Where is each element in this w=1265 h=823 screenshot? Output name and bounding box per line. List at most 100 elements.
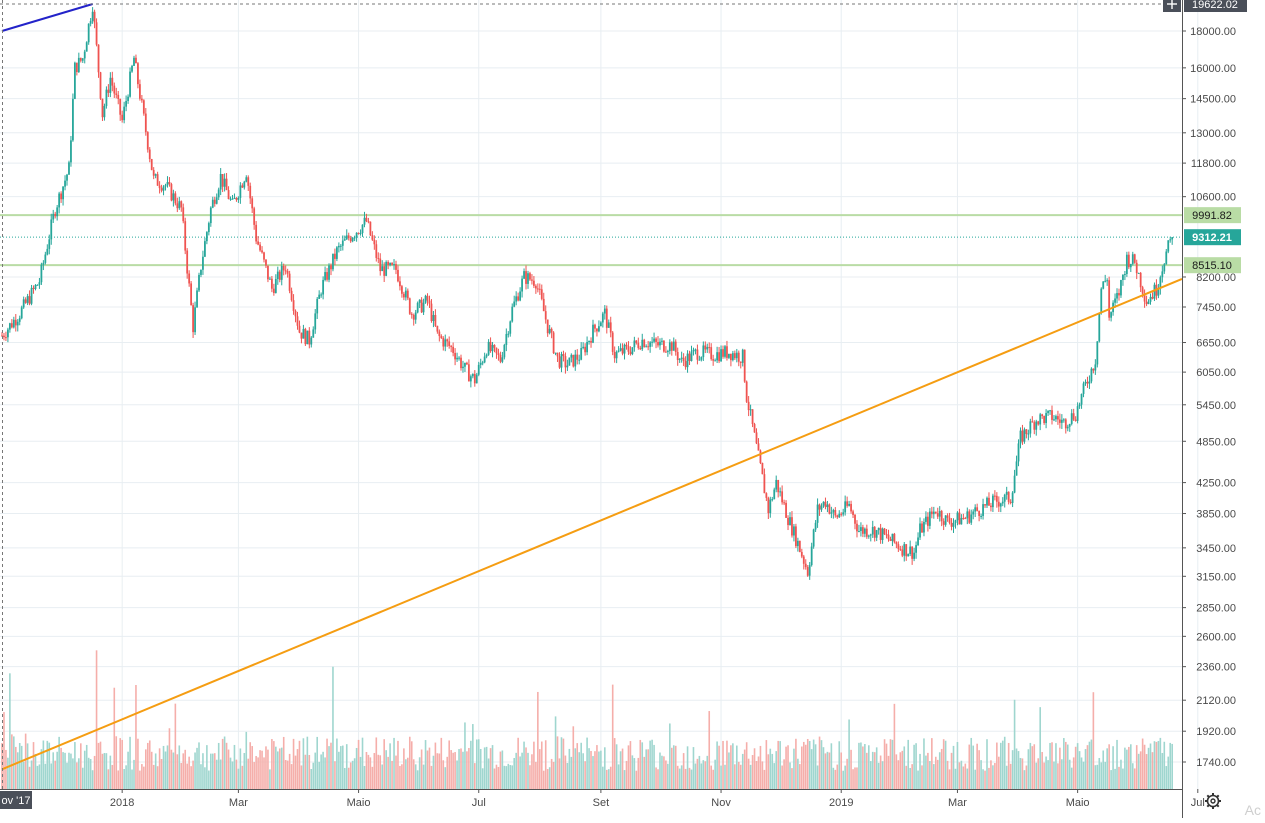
- settings-button[interactable]: [1205, 793, 1221, 809]
- volume-bar: [105, 753, 108, 789]
- volume-bar: [62, 752, 64, 789]
- volume-bar: [296, 749, 299, 789]
- candle-body: [1161, 271, 1164, 278]
- volume-bar: [194, 752, 196, 789]
- volume-bar: [178, 745, 181, 789]
- volume-bar: [397, 740, 399, 789]
- candle-body: [156, 174, 159, 186]
- candle-body: [247, 177, 250, 186]
- candle-body: [345, 235, 348, 240]
- volume-bar: [1151, 752, 1154, 789]
- candle-body: [282, 265, 285, 271]
- volume-bar: [507, 763, 510, 789]
- volume-bar: [95, 650, 98, 789]
- candle-body: [410, 313, 413, 315]
- candle-body: [631, 347, 634, 355]
- trendlines[interactable]: [1, 3, 1183, 771]
- candle-body: [627, 346, 630, 352]
- volume-bar: [326, 738, 328, 789]
- volume-bar: [665, 760, 667, 789]
- candle-body: [767, 497, 770, 514]
- volume-bar: [1001, 740, 1004, 789]
- volume-bar: [497, 766, 500, 789]
- candle-body: [1025, 429, 1028, 435]
- volume-bar: [730, 745, 732, 789]
- volume-bar: [659, 752, 661, 789]
- volume-bar: [653, 744, 655, 789]
- volume-bar: [442, 760, 445, 789]
- candle-body: [550, 328, 553, 333]
- candle-body: [391, 262, 393, 265]
- candle-body: [674, 341, 677, 353]
- candle-body: [1114, 298, 1116, 303]
- volume-bar: [227, 749, 230, 789]
- volume-bar: [686, 746, 689, 789]
- candle-body: [148, 149, 151, 160]
- volume-bar: [101, 753, 104, 789]
- candle-body: [182, 207, 185, 222]
- volume-bar: [143, 766, 145, 789]
- volume-bar: [420, 749, 423, 789]
- trendline: [1, 3, 93, 32]
- volume-bar: [558, 758, 561, 789]
- candle-body: [272, 288, 275, 294]
- volume-bar: [720, 765, 722, 789]
- candle-body: [32, 287, 35, 289]
- volume-bar: [533, 741, 535, 789]
- candle-body: [536, 288, 539, 290]
- candle-body: [720, 349, 722, 362]
- volume-bar: [113, 687, 116, 789]
- volume-bar: [277, 751, 279, 789]
- candle-body: [538, 288, 541, 290]
- candle-body: [44, 254, 47, 263]
- volume-bar: [129, 736, 131, 789]
- candle-body: [1003, 494, 1006, 502]
- volume-bar: [483, 747, 486, 789]
- candle-body: [270, 278, 273, 289]
- candle-body: [810, 546, 813, 566]
- gear-icon[interactable]: [1205, 793, 1221, 809]
- candle-body: [733, 353, 736, 359]
- volume-bar: [826, 751, 829, 789]
- volume-bar: [257, 757, 259, 789]
- candle-body: [578, 359, 581, 361]
- candle-body: [448, 341, 451, 347]
- candle-body: [330, 265, 332, 270]
- volume-bar: [58, 736, 60, 789]
- axes: 18000.00 16000.00 14500.00 13000.00 11800.00…: [0, 0, 1236, 818]
- volume-bar: [854, 767, 856, 789]
- volume-bar: [320, 754, 322, 789]
- volume-bar: [170, 749, 173, 789]
- candle-body: [771, 499, 774, 501]
- volume-bar: [1049, 742, 1051, 789]
- candle-body: [533, 280, 535, 286]
- volume-bar: [887, 755, 890, 789]
- candle-body: [127, 96, 129, 101]
- volume-bar: [639, 739, 642, 789]
- volume-bar: [200, 764, 202, 789]
- volume-bar: [332, 666, 334, 789]
- volume-bar: [629, 741, 632, 789]
- volume-bar: [121, 739, 123, 789]
- candle-body: [917, 537, 919, 546]
- volume-bar: [503, 765, 506, 789]
- candle-body: [899, 548, 902, 550]
- candle-body: [800, 551, 803, 557]
- candle-body: [446, 339, 449, 342]
- candle-body: [1011, 492, 1014, 503]
- candle-body: [493, 344, 496, 348]
- candle-body: [101, 98, 104, 118]
- volume-bar: [52, 752, 55, 789]
- candle-body: [1023, 429, 1026, 442]
- volume-bar: [405, 759, 407, 789]
- price-tick-label: 3450.00: [1196, 543, 1236, 555]
- volume-bar: [127, 751, 129, 789]
- volume-bar: [623, 770, 626, 789]
- volume-bar: [9, 673, 11, 789]
- candle-body: [38, 282, 41, 285]
- volume-bar: [604, 747, 606, 789]
- candle-body: [263, 252, 265, 260]
- volume-bar: [562, 738, 565, 789]
